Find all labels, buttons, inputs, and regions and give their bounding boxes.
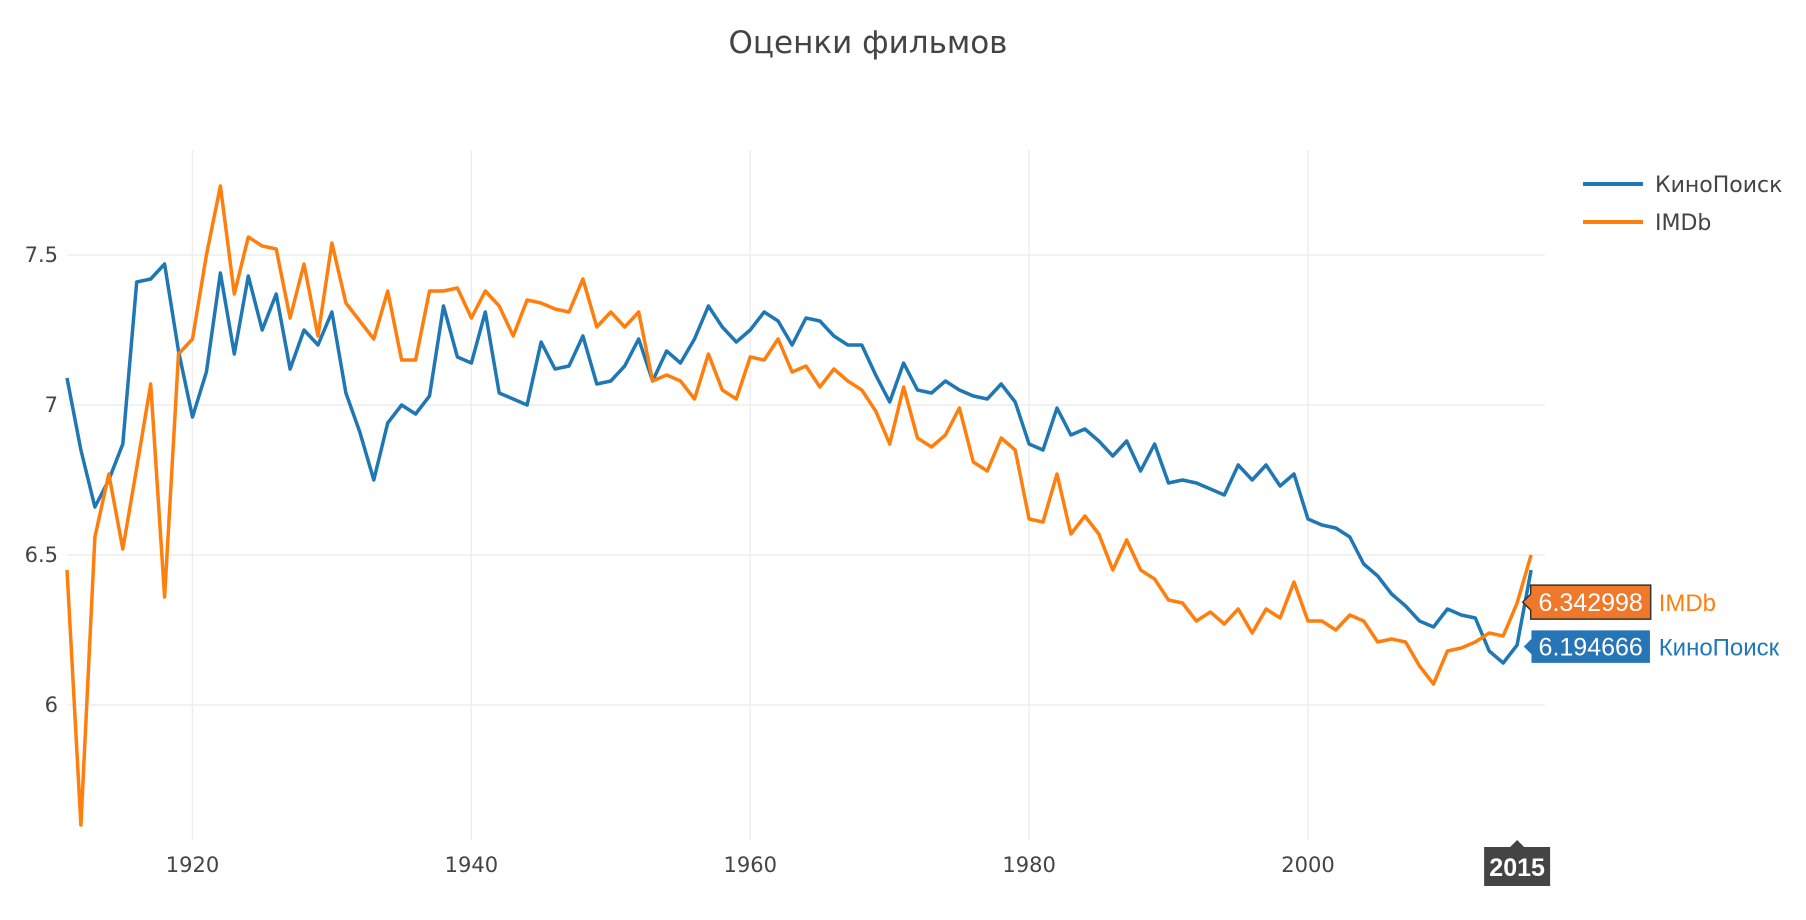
hover-x-label: 2015 [1484, 840, 1551, 886]
hover-x-value: 2015 [1489, 854, 1545, 882]
y-axis: 6 6.5 7 7.5 [25, 243, 58, 717]
x-tick-label: 2000 [1281, 853, 1334, 877]
hover-series-name: КиноПоиск [1659, 635, 1780, 662]
legend[interactable]: КиноПоиск IMDb [1583, 173, 1782, 236]
x-tick-label: 1940 [445, 853, 498, 877]
plot-area[interactable] [65, 184, 1533, 827]
y-tick-label: 7 [45, 393, 58, 417]
hover-box [1521, 584, 1652, 620]
legend-item-imdb[interactable]: IMDb [1583, 211, 1711, 236]
x-axis: 1920 1940 1960 1980 2000 [166, 853, 1335, 877]
series-line-imdb[interactable] [65, 184, 1533, 827]
hover-tooltips: 6.342998 IMDb 6.194666 КиноПоиск 2015 [1484, 584, 1780, 886]
x-tick-label: 1960 [723, 853, 776, 877]
hover-value: 6.342998 [1539, 589, 1643, 617]
hover-label-kinopoisk: 6.194666 КиноПоиск [1521, 628, 1780, 665]
legend-label: КиноПоиск [1655, 173, 1782, 198]
y-gridlines [67, 254, 1545, 706]
x-tick-label: 1920 [166, 853, 219, 877]
chart-title: Оценки фильмов [729, 25, 1008, 61]
legend-item-kinopoisk[interactable]: КиноПоиск [1583, 173, 1782, 198]
x-tick-label: 1980 [1002, 853, 1055, 877]
x-gridlines [191, 150, 1309, 840]
hover-series-name: IMDb [1659, 590, 1716, 617]
y-tick-label: 6 [45, 693, 58, 717]
hover-x-box [1484, 840, 1551, 886]
y-tick-label: 7.5 [25, 243, 58, 267]
y-tick-label: 6.5 [25, 543, 58, 567]
hover-box [1521, 628, 1652, 665]
series-line-kinopoisk[interactable] [65, 262, 1533, 665]
hover-value: 6.194666 [1539, 634, 1643, 662]
legend-label: IMDb [1655, 211, 1711, 236]
hover-label-imdb: 6.342998 IMDb [1521, 584, 1716, 620]
